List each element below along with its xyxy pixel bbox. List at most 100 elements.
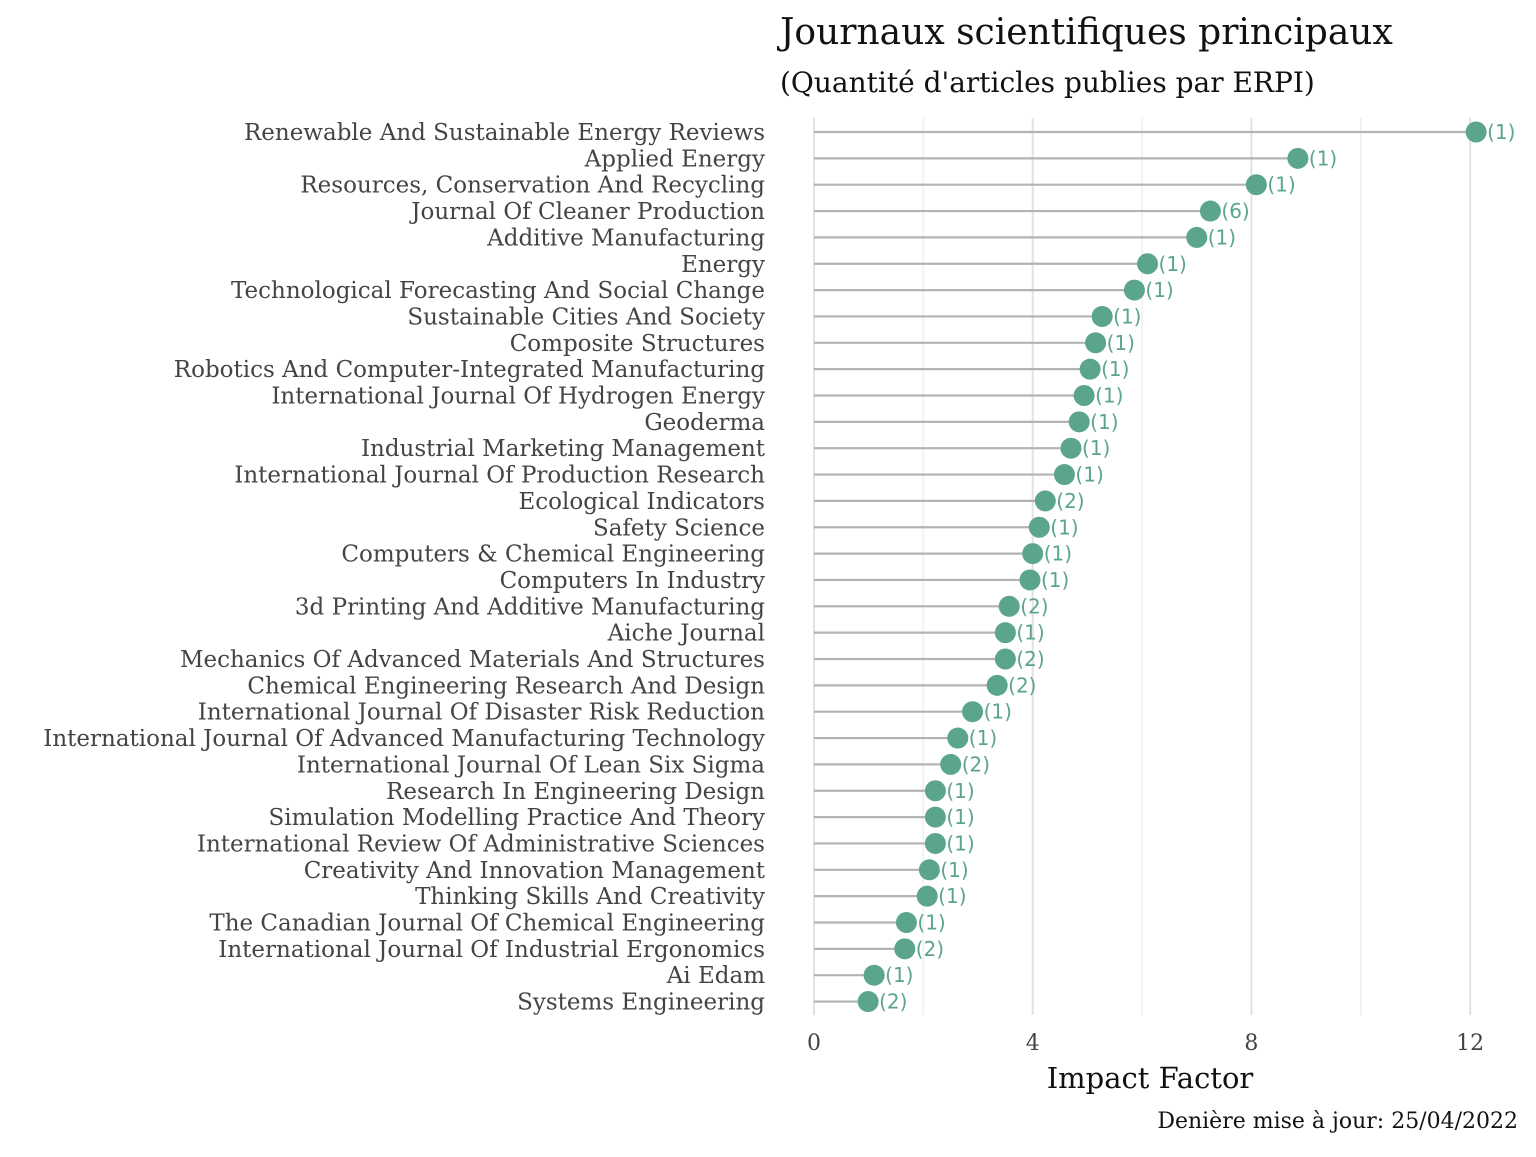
count-label: (1) bbox=[946, 805, 974, 829]
y-category-label: Simulation Modelling Practice And Theory bbox=[268, 805, 765, 831]
x-tick-label: 12 bbox=[1456, 1031, 1484, 1056]
count-label: (1) bbox=[946, 831, 974, 855]
count-label: (1) bbox=[938, 884, 966, 908]
y-category-label: Robotics And Computer-Integrated Manufac… bbox=[174, 357, 765, 383]
count-label: (1) bbox=[1082, 436, 1110, 460]
lollipop-point bbox=[895, 912, 917, 933]
count-label: (1) bbox=[1075, 463, 1103, 487]
y-category-label: Chemical Engineering Research And Design bbox=[247, 673, 765, 699]
lollipop-point bbox=[1028, 516, 1050, 538]
count-label: (1) bbox=[969, 726, 997, 750]
count-label: (1) bbox=[946, 779, 974, 803]
lollipop-point bbox=[894, 938, 916, 960]
lollipop-point bbox=[1137, 253, 1159, 275]
y-category-label: Additive Manufacturing bbox=[486, 225, 765, 251]
count-label: (2) bbox=[1056, 489, 1084, 513]
lollipop-point bbox=[924, 832, 946, 854]
count-label: (1) bbox=[1267, 173, 1295, 197]
y-category-label: The Canadian Journal Of Chemical Enginee… bbox=[209, 911, 765, 937]
label-layer: 0 4 8 12 (1) Renewable And Sustainable Energy… bbox=[43, 120, 1515, 1056]
lollipop-point bbox=[940, 753, 962, 775]
lollipop-point bbox=[947, 727, 969, 749]
y-category-label: International Journal Of Lean Six Sigma bbox=[297, 752, 765, 778]
lollipop-point bbox=[986, 674, 1008, 696]
y-category-label: Computers & Chemical Engineering bbox=[341, 542, 765, 568]
count-label: (1) bbox=[1044, 542, 1072, 566]
y-category-label: International Journal Of Industrial Ergo… bbox=[218, 937, 765, 963]
count-label: (1) bbox=[1090, 410, 1118, 434]
count-label: (1) bbox=[885, 963, 913, 987]
grid-layer bbox=[813, 118, 1472, 1015]
chart-caption: Denière mise à jour: 25/04/2022 bbox=[1157, 1109, 1518, 1134]
x-tick-label: 0 bbox=[807, 1031, 821, 1056]
count-label: (1) bbox=[1095, 384, 1123, 408]
y-category-label: Safety Science bbox=[593, 515, 765, 541]
y-category-label: Systems Engineering bbox=[517, 990, 765, 1016]
lollipop-point bbox=[994, 622, 1016, 644]
y-category-label: International Journal Of Advanced Manufa… bbox=[43, 726, 765, 752]
lollipop-point bbox=[1186, 226, 1208, 248]
x-axis-title: Impact Factor bbox=[1047, 1061, 1254, 1095]
y-category-label: 3d Printing And Additive Manufacturing bbox=[295, 594, 765, 620]
count-label: (1) bbox=[984, 700, 1012, 724]
y-category-label: International Journal Of Production Rese… bbox=[234, 463, 765, 489]
y-category-label: Composite Structures bbox=[510, 331, 765, 357]
count-label: (1) bbox=[1113, 304, 1141, 328]
chart-title: Journaux scientifiques principaux bbox=[776, 12, 1393, 53]
lollipop-point bbox=[1060, 437, 1082, 459]
y-category-label: International Review Of Administrative S… bbox=[197, 831, 765, 857]
lollipop-point bbox=[1199, 200, 1221, 222]
lollipop-point bbox=[1022, 543, 1044, 565]
x-tick-label: 4 bbox=[1026, 1031, 1040, 1056]
lollipop-point bbox=[924, 780, 946, 802]
y-category-label: International Journal Of Hydrogen Energy bbox=[271, 384, 765, 410]
y-category-label: Technological Forecasting And Social Cha… bbox=[231, 278, 765, 304]
y-category-label: Creativity And Innovation Management bbox=[304, 858, 766, 884]
y-category-label: International Journal Of Disaster Risk R… bbox=[198, 700, 765, 726]
lollipop-point bbox=[924, 806, 946, 828]
count-label: (2) bbox=[1020, 594, 1048, 618]
count-label: (1) bbox=[1101, 357, 1129, 381]
lollipop-point bbox=[962, 701, 984, 723]
count-label: (1) bbox=[1208, 225, 1236, 249]
lollipop-point bbox=[1287, 147, 1309, 169]
y-category-label: Research In Engineering Design bbox=[386, 779, 765, 805]
y-category-label: Journal Of Cleaner Production bbox=[409, 199, 765, 225]
lollipop-point bbox=[1085, 332, 1107, 354]
y-category-label: Applied Energy bbox=[584, 146, 765, 172]
y-category-label: Geoderma bbox=[644, 410, 765, 436]
count-label: (1) bbox=[917, 911, 945, 935]
lollipop-point bbox=[1053, 464, 1075, 486]
count-label: (1) bbox=[1016, 621, 1044, 645]
lollipop-point bbox=[998, 595, 1020, 617]
x-tick-label: 8 bbox=[1244, 1031, 1258, 1056]
y-category-label: Aiche Journal bbox=[607, 621, 765, 647]
count-label: (1) bbox=[1159, 252, 1187, 276]
lollipop-point bbox=[1079, 358, 1101, 380]
lollipop-point bbox=[1034, 490, 1056, 512]
lollipop-point bbox=[1068, 411, 1090, 433]
count-label: (1) bbox=[1050, 515, 1078, 539]
y-category-label: Ecological Indicators bbox=[518, 489, 765, 515]
lollipop-point bbox=[863, 964, 885, 986]
lollipop-point bbox=[1091, 305, 1113, 327]
lollipop-point bbox=[916, 885, 938, 907]
count-label: (1) bbox=[1145, 278, 1173, 302]
count-label: (1) bbox=[1041, 568, 1069, 592]
lollipop-point bbox=[1245, 174, 1267, 196]
count-label: (1) bbox=[1487, 120, 1515, 144]
chart-subtitle: (Quantité d'articles publies par ERPI) bbox=[780, 66, 1315, 99]
lollipop-point bbox=[1465, 121, 1487, 143]
y-category-label: Computers In Industry bbox=[500, 568, 765, 594]
mark-layer bbox=[814, 121, 1487, 1013]
lollipop-point bbox=[994, 648, 1016, 670]
y-category-label: Ai Edam bbox=[666, 963, 766, 989]
y-category-label: Resources, Conservation And Recycling bbox=[300, 173, 765, 199]
count-label: (1) bbox=[940, 858, 968, 882]
count-label: (6) bbox=[1221, 199, 1249, 223]
count-label: (2) bbox=[1016, 647, 1044, 671]
y-category-label: Sustainable Cities And Society bbox=[407, 304, 765, 330]
lollipop-point bbox=[1123, 279, 1145, 301]
